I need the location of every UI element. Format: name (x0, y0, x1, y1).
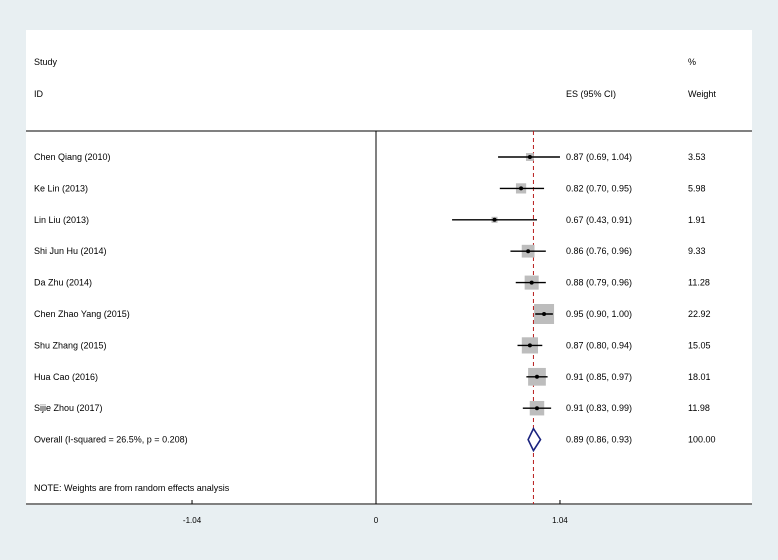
header-weight: Weight (688, 89, 716, 99)
weight-text: 3.53 (688, 152, 706, 162)
overall-diamond (527, 426, 542, 453)
weight-text: 9.33 (688, 246, 706, 256)
ci-text: 0.86 (0.76, 0.96) (566, 246, 632, 256)
study-row: Da Zhu (2014) 0.88 (0.79, 0.96) 11.28 (34, 275, 710, 290)
header-group: Study ID ES (95% CI) % Weight (34, 57, 716, 99)
header-es: ES (95% CI) (566, 89, 616, 99)
study-label: Ke Lin (2013) (34, 183, 88, 193)
overall-ci-text: 0.89 (0.86, 0.93) (566, 435, 632, 445)
point-estimate (542, 312, 547, 316)
ci-text: 0.88 (0.79, 0.96) (566, 278, 632, 288)
x-axis (191, 131, 561, 504)
ci-text: 0.87 (0.69, 1.04) (566, 152, 632, 162)
study-row: Sijie Zhou (2017) 0.91 (0.83, 0.99) 11.98 (34, 400, 710, 416)
weight-text: 22.92 (688, 309, 711, 319)
point-estimate (534, 406, 539, 411)
study-label: Da Zhu (2014) (34, 278, 92, 288)
plot-region: Study ID ES (95% CI) % Weight Chen Qiang… (26, 30, 752, 505)
study-row: Chen Qiang (2010) 0.87 (0.69, 1.04) 3.53 (34, 152, 706, 162)
weight-text: 11.98 (688, 403, 710, 413)
point-estimate (534, 374, 539, 379)
point-estimate (527, 155, 532, 159)
study-label: Lin Liu (2013) (34, 215, 89, 225)
point-estimate (492, 217, 497, 222)
point-estimate (529, 280, 534, 285)
overall-label: Overall (I-squared = 26.5%, p = 0.208) (34, 435, 188, 445)
note-text: NOTE: Weights are from random effects an… (34, 483, 230, 493)
overall-group: Overall (I-squared = 26.5%, p = 0.208) 0.… (34, 426, 716, 453)
point-estimate (526, 249, 531, 254)
study-row: Hua Cao (2016) 0.91 (0.85, 0.97) 18.01 (34, 367, 711, 386)
weight-text: 11.28 (688, 278, 710, 288)
weight-text: 15.05 (688, 340, 711, 350)
study-label: Chen Zhao Yang (2015) (34, 309, 130, 319)
point-estimate (519, 186, 524, 191)
ci-text: 0.91 (0.85, 0.97) (566, 372, 632, 382)
weight-text: 5.98 (688, 183, 706, 193)
study-row: Chen Zhao Yang (2015) 0.95 (0.90, 1.00) 22… (34, 304, 711, 324)
study-row: Shi Jun Hu (2014) 0.86 (0.76, 0.96) 9.33 (34, 244, 706, 258)
study-label: Hua Cao (2016) (34, 372, 98, 382)
study-label: Shi Jun Hu (2014) (34, 246, 107, 256)
x-tick-label: 1.04 (552, 516, 568, 525)
header-percent: % (688, 57, 696, 67)
study-label: Sijie Zhou (2017) (34, 403, 103, 413)
ci-text: 0.67 (0.43, 0.91) (566, 215, 632, 225)
point-estimate (527, 343, 532, 348)
header-id: ID (34, 89, 44, 99)
ci-text: 0.91 (0.83, 0.99) (566, 403, 632, 413)
study-rows: Chen Qiang (2010) 0.87 (0.69, 1.04) 3.53 Ke… (34, 152, 711, 416)
overall-weight-text: 100.00 (688, 435, 716, 445)
study-row: Shu Zhang (2015) 0.87 (0.80, 0.94) 15.05 (34, 337, 711, 354)
x-tick-label: -1.04 (183, 516, 202, 525)
forest-plot: Study ID ES (95% CI) % Weight Chen Qiang… (26, 57, 752, 505)
study-label: Chen Qiang (2010) (34, 152, 111, 162)
header-study: Study (34, 57, 58, 67)
study-row: Lin Liu (2013) 0.67 (0.43, 0.91) 1.91 (34, 215, 706, 225)
weight-text: 18.01 (688, 372, 711, 382)
ci-text: 0.87 (0.80, 0.94) (566, 340, 632, 350)
study-label: Shu Zhang (2015) (34, 340, 107, 350)
ci-text: 0.82 (0.70, 0.95) (566, 183, 632, 193)
x-tick-label: 0 (374, 516, 379, 525)
ci-text: 0.95 (0.90, 1.00) (566, 309, 632, 319)
weight-text: 1.91 (688, 215, 706, 225)
study-row: Ke Lin (2013) 0.82 (0.70, 0.95) 5.98 (34, 183, 706, 194)
